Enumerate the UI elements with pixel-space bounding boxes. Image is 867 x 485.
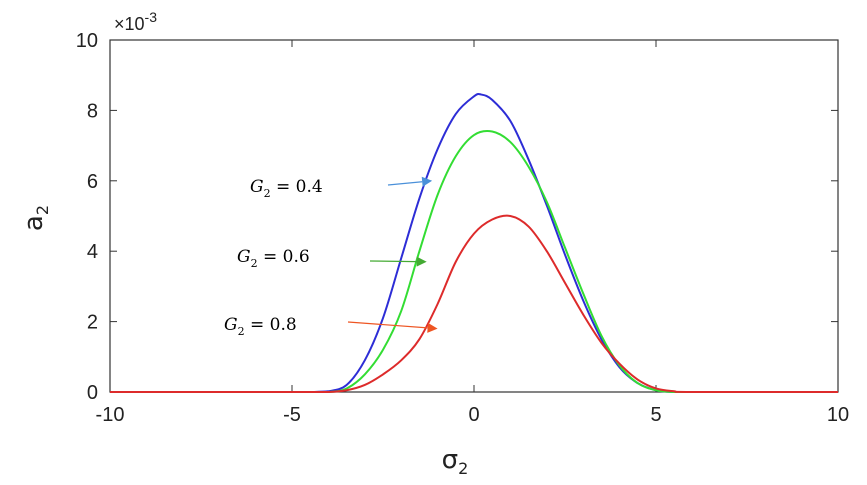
x-axis-ticks: -10 -5 0 5 10 (96, 40, 849, 426)
annotation-arrow-head (421, 176, 433, 187)
y-multiplier-label: ×10-3 (114, 9, 157, 34)
y-tick-label: 2 (87, 312, 98, 334)
y-tick-label: 8 (87, 100, 98, 122)
plot-area (109, 39, 839, 393)
annotation-arrow-head (416, 256, 427, 267)
x-tick-label: 10 (827, 404, 849, 426)
annotation-arrow-line (347, 321, 428, 329)
y-axis-label: a2 (19, 205, 52, 231)
y-axis-ticks: 0 2 4 6 8 10 (76, 30, 838, 404)
x-tick-label: 5 (650, 404, 661, 426)
y-tick-label: 6 (87, 171, 98, 193)
annotation-arrow-line (369, 260, 417, 263)
annotation-g04-text: G2 = 0.4 (250, 177, 323, 200)
y-tick-label: 4 (87, 241, 98, 263)
y-axis-label-main: a (19, 215, 49, 231)
annotation-g06-text: G2 = 0.6 (237, 247, 310, 270)
x-tick-label: 0 (468, 404, 479, 426)
annotation-arrows (347, 176, 438, 333)
annotation-g06: G2 = 0.6 (237, 247, 310, 270)
y-tick-label: 10 (76, 30, 98, 52)
series-line-2 (110, 214, 838, 394)
y-multiplier-exponent: -3 (145, 9, 158, 25)
y-multiplier-base: ×10 (114, 14, 145, 34)
y-tick-label: 0 (87, 382, 98, 404)
annotation-arrow-head (427, 322, 438, 333)
x-axis-label: σ2 (442, 445, 469, 478)
x-tick-label: -10 (96, 404, 125, 426)
annotation-g08-text: G2 = 0.8 (224, 315, 297, 338)
annotation-arrow-line (387, 181, 423, 186)
annotation-g04: G2 = 0.4 (250, 177, 323, 200)
annotation-g08: G2 = 0.8 (224, 315, 297, 338)
series-line-1 (110, 129, 838, 394)
x-axis-label-sub: 2 (458, 459, 468, 478)
series-lines (110, 93, 838, 394)
y-axis-label-sub: 2 (33, 205, 52, 215)
x-axis-label-main: σ (442, 445, 458, 475)
x-tick-label: -5 (283, 404, 301, 426)
